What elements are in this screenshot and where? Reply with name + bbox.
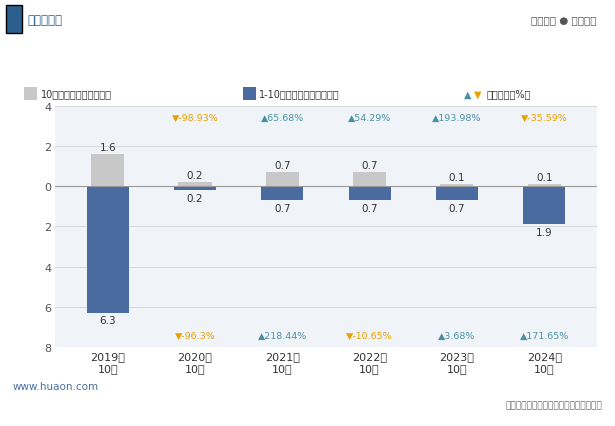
- Bar: [87, 187, 129, 313]
- Bar: [25, 88, 38, 100]
- Text: 10月期货成交量（万手）: 10月期货成交量（万手）: [41, 89, 112, 99]
- Bar: [91, 155, 124, 187]
- Bar: [243, 88, 256, 100]
- Text: ▲65.68%: ▲65.68%: [261, 113, 304, 123]
- Text: ▼-35.59%: ▼-35.59%: [521, 113, 568, 123]
- Text: www.huaon.com: www.huaon.com: [12, 381, 98, 391]
- Text: 华经情报网: 华经情报网: [28, 14, 63, 27]
- Bar: [261, 187, 303, 201]
- Text: ▲: ▲: [464, 89, 472, 99]
- Text: 0.7: 0.7: [362, 203, 378, 213]
- Text: 0.7: 0.7: [274, 203, 290, 213]
- Text: 1-10月期货成交量（万手）: 1-10月期货成交量（万手）: [260, 89, 340, 99]
- Text: ▲218.44%: ▲218.44%: [258, 331, 307, 340]
- Text: ▼-96.3%: ▼-96.3%: [175, 331, 215, 340]
- Text: 1.6: 1.6: [100, 143, 116, 153]
- Text: 2019-2024年10月郑州商品交易所油菜籽期货成交量: 2019-2024年10月郑州商品交易所油菜籽期货成交量: [173, 53, 442, 68]
- Bar: [178, 183, 212, 187]
- Text: 0.1: 0.1: [448, 173, 465, 183]
- Text: 数据来源：证监局；华经产业研究院整理: 数据来源：证监局；华经产业研究院整理: [506, 400, 603, 409]
- Text: 0.7: 0.7: [274, 161, 290, 171]
- Text: ▲3.68%: ▲3.68%: [438, 331, 475, 340]
- Text: 0.7: 0.7: [362, 161, 378, 171]
- Text: 0.2: 0.2: [187, 171, 204, 181]
- Text: 1.9: 1.9: [536, 227, 552, 237]
- Text: ▲171.65%: ▲171.65%: [520, 331, 569, 340]
- Text: 同比增长（%）: 同比增长（%）: [486, 89, 530, 99]
- Bar: [528, 185, 561, 187]
- Bar: [174, 187, 216, 191]
- Bar: [523, 187, 565, 225]
- Text: ▼-98.93%: ▼-98.93%: [172, 113, 218, 123]
- Text: ▲54.29%: ▲54.29%: [348, 113, 391, 123]
- FancyBboxPatch shape: [6, 6, 22, 35]
- Text: 0.2: 0.2: [187, 193, 204, 203]
- Text: ▼: ▼: [474, 89, 482, 99]
- Bar: [266, 173, 299, 187]
- Text: ▼-10.65%: ▼-10.65%: [346, 331, 393, 340]
- Bar: [440, 185, 474, 187]
- Bar: [349, 187, 391, 201]
- Text: 专业严谨 ● 客观科学: 专业严谨 ● 客观科学: [531, 15, 597, 25]
- Text: 0.1: 0.1: [536, 173, 552, 183]
- Bar: [436, 187, 478, 201]
- Bar: [353, 173, 386, 187]
- Text: 0.7: 0.7: [448, 203, 465, 213]
- Text: ▲193.98%: ▲193.98%: [432, 113, 482, 123]
- Text: 6.3: 6.3: [100, 316, 116, 325]
